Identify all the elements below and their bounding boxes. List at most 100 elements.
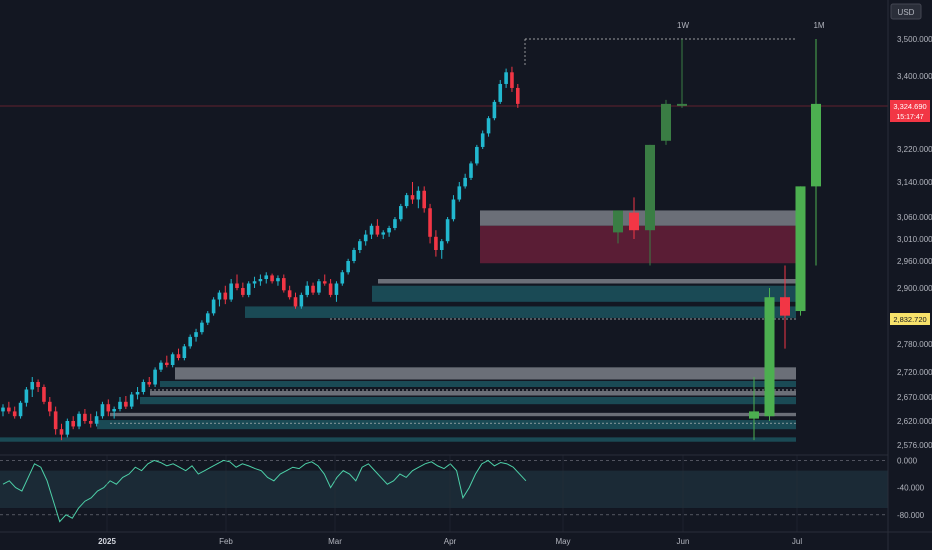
rsi-tick-label: 0.000 bbox=[897, 456, 918, 465]
price-tick-label: 3,010.000 bbox=[897, 235, 932, 244]
weekly-candles bbox=[613, 39, 687, 266]
monthly-candle bbox=[811, 103, 821, 187]
weekly-candle bbox=[661, 103, 671, 141]
daily-candle bbox=[106, 404, 111, 412]
daily-candle bbox=[112, 409, 116, 412]
rsi-pane bbox=[0, 454, 888, 523]
zone-10 bbox=[97, 420, 796, 430]
currency-button[interactable] bbox=[890, 3, 922, 20]
time-tick-label: 2025 bbox=[98, 537, 116, 546]
dashed-levels bbox=[110, 38, 796, 424]
daily-candle bbox=[352, 250, 356, 261]
daily-candle bbox=[504, 72, 508, 84]
time-tick-label: Apr bbox=[444, 537, 457, 546]
daily-candle bbox=[381, 232, 386, 235]
daily-candle bbox=[235, 283, 239, 288]
time-tick-label: Feb bbox=[219, 537, 233, 546]
price-tick-label: 3,500.000 bbox=[897, 35, 932, 44]
daily-candle bbox=[299, 294, 304, 307]
htf-label: 1W bbox=[677, 21, 689, 30]
daily-candle bbox=[439, 241, 444, 250]
daily-candle bbox=[463, 177, 467, 187]
daily-candle bbox=[211, 299, 216, 314]
price-tick-label: 3,220.000 bbox=[897, 145, 932, 154]
daily-candle bbox=[217, 292, 222, 300]
zone-6 bbox=[160, 381, 796, 387]
price-tick-label: 2,576.000 bbox=[897, 441, 932, 450]
daily-candle bbox=[475, 146, 479, 164]
daily-candle bbox=[135, 392, 140, 395]
time-tick-label: Jun bbox=[677, 537, 690, 546]
daily-candle bbox=[88, 421, 93, 424]
daily-candle bbox=[264, 275, 269, 279]
zone-9 bbox=[110, 412, 796, 417]
daily-candle bbox=[165, 362, 169, 365]
daily-candle bbox=[48, 401, 52, 412]
daily-candle bbox=[340, 272, 345, 284]
price-tick-label: 3,140.000 bbox=[897, 178, 932, 187]
daily-candle bbox=[404, 195, 409, 207]
daily-candle bbox=[176, 354, 181, 358]
price-tick-label: 2,720.000 bbox=[897, 368, 932, 377]
rsi-tick-label: -40.000 bbox=[897, 484, 925, 493]
daily-candle bbox=[399, 206, 403, 220]
daily-candle bbox=[469, 163, 473, 178]
zone-11 bbox=[0, 437, 796, 442]
zone-8 bbox=[140, 397, 796, 405]
rsi-line bbox=[2, 459, 527, 523]
time-tick-label: May bbox=[555, 537, 570, 546]
price-tag-countdown: 15:17:47 bbox=[896, 114, 923, 121]
daily-candle bbox=[12, 411, 17, 417]
daily-candle bbox=[118, 401, 122, 409]
daily-candle bbox=[486, 118, 491, 134]
time-axis[interactable]: 2025 Feb Mar Apr May Jun Jul bbox=[0, 455, 932, 546]
daily-candle bbox=[53, 411, 58, 430]
price-zones bbox=[0, 210, 796, 442]
daily-candle bbox=[77, 413, 81, 427]
price-axis[interactable]: 3,500.000 3,400.000 3,220.000 3,140.000 3,06… bbox=[887, 0, 932, 550]
zone-5 bbox=[175, 367, 796, 380]
price-tick-label: 2,620.000 bbox=[897, 417, 932, 426]
price-tick-label: 3,060.000 bbox=[897, 213, 932, 222]
daily-candle bbox=[287, 290, 292, 298]
daily-candle bbox=[129, 394, 134, 407]
daily-candle bbox=[153, 369, 157, 385]
daily-candles bbox=[1, 66, 520, 441]
daily-candle bbox=[141, 382, 146, 392]
daily-candle bbox=[305, 285, 309, 295]
time-tick-label: Jul bbox=[792, 537, 802, 546]
daily-candle bbox=[328, 283, 333, 295]
daily-candle bbox=[428, 208, 432, 237]
daily-candle bbox=[100, 404, 105, 417]
daily-candle bbox=[7, 407, 11, 412]
daily-candle bbox=[422, 190, 426, 209]
daily-candle bbox=[36, 382, 40, 387]
time-tick-label: Mar bbox=[328, 537, 342, 546]
daily-candle bbox=[1, 407, 5, 412]
daily-candle bbox=[94, 416, 99, 424]
monthly-candle bbox=[780, 297, 790, 316]
price-tick-label: 2,960.000 bbox=[897, 257, 932, 266]
daily-candle bbox=[322, 281, 327, 284]
price-tick-label: 2,780.000 bbox=[897, 340, 932, 349]
daily-candle bbox=[182, 346, 187, 358]
daily-candle bbox=[369, 225, 374, 235]
monthly-candle bbox=[795, 186, 806, 312]
weekly-candle bbox=[645, 144, 655, 231]
weekly-candle bbox=[677, 103, 687, 106]
daily-candle bbox=[445, 219, 450, 242]
daily-candle bbox=[492, 101, 497, 119]
daily-candle bbox=[387, 228, 391, 233]
daily-candle bbox=[71, 421, 75, 427]
daily-candle bbox=[293, 297, 298, 307]
daily-candle bbox=[241, 288, 245, 295]
daily-candle bbox=[358, 241, 362, 250]
daily-candle bbox=[124, 401, 128, 407]
daily-candle bbox=[510, 72, 514, 88]
daily-candle bbox=[416, 190, 421, 200]
daily-candle bbox=[276, 278, 280, 282]
zone-3 bbox=[372, 285, 796, 302]
daily-candle bbox=[498, 83, 503, 102]
price-tick-label: 2,670.000 bbox=[897, 393, 932, 402]
